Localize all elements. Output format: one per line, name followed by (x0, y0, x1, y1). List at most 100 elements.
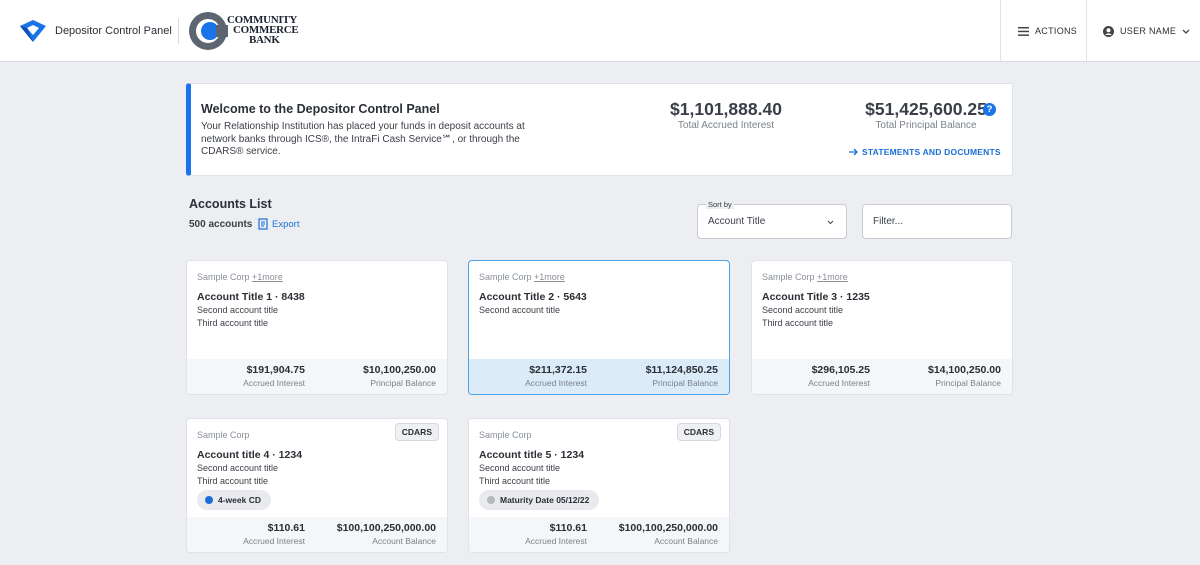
card-footer: $211,372.15 Accrued Interest $11,124,850.2… (469, 359, 729, 394)
account-subtitle: Third account title (762, 317, 834, 328)
card-footer: $110.61 Accrued Interest $100,100,250,000.… (469, 517, 729, 552)
account-card[interactable]: Sample Corp +1more Account Title 1 · 8438… (186, 260, 448, 395)
actions-button[interactable]: ACTIONS (1000, 0, 1086, 62)
account-owner: Sample Corp (479, 430, 532, 440)
app-logo (20, 20, 46, 42)
chevron-icon (1182, 29, 1190, 34)
bank-logo-line: COMMERCE (233, 24, 299, 36)
account-tag: 4-week CD (197, 490, 271, 510)
owner-name: Sample Corp (197, 430, 250, 440)
amount-value: $296,105.25 (811, 364, 870, 376)
user-icon (1103, 25, 1114, 37)
tag-text: 4-week CD (218, 495, 261, 505)
account-tag: Maturity Date 05/12/22 (479, 490, 600, 510)
account-title: Account title 4 · 1234 (197, 449, 303, 461)
amount-label: Principal Balance (652, 378, 718, 388)
amount-value: $191,904.75 (246, 364, 305, 376)
account-subtitle: Second account title (762, 305, 844, 315)
statements-link[interactable]: STATEMENTS AND DOCUMENTS (849, 147, 1001, 157)
account-subtitle: Second account title (479, 305, 561, 315)
account-card[interactable]: Sample Corp CDARS Account title 5 · 1234 Se… (468, 418, 730, 553)
more-owners-link[interactable]: +1more (534, 272, 565, 282)
total-principal: $51,425,600.25 Total Principal Balance (846, 99, 1006, 131)
bank-logo-line: COMMUNITY (227, 14, 298, 26)
account-subtitle: Third account title (197, 475, 269, 486)
card-footer: $191,904.75 Accrued Interest $10,100,250.0… (187, 359, 447, 394)
amount-value: $10,100,250.00 (363, 364, 436, 376)
export-label: Export (272, 218, 300, 230)
account-subtitle: Second account title (197, 305, 279, 315)
owner-name: Sample Corp (762, 272, 815, 282)
amount-label: Account Balance (654, 536, 718, 546)
accounts-count: 500 accounts (189, 219, 253, 230)
tag-dot (205, 496, 213, 504)
account-title: Account Title 1 · 8438 (197, 291, 305, 303)
amount-label: Accrued Interest (525, 378, 587, 388)
sort-label: Sort by (706, 200, 734, 209)
amount-value: $100,100,250,000.00 (618, 522, 718, 534)
link-label: STATEMENTS AND DOCUMENTS (862, 147, 1001, 157)
sort-select[interactable]: Account Title (697, 204, 847, 239)
account-subtitle: Second account title (479, 463, 561, 473)
amount-value: $110.61 (549, 522, 587, 534)
bank-logo-text: COMMUNITY COMMERCE BANK (227, 14, 299, 46)
account-card[interactable]: Sample Corp +1more Account Title 2 · 5643… (468, 260, 730, 395)
arrow-icon (849, 148, 858, 156)
account-title: Account Title 3 · 1235 (762, 291, 870, 303)
amount-value: $110.61 (267, 522, 305, 534)
program-badge: CDARS (394, 423, 439, 441)
account-owner: Sample Corp (197, 430, 250, 440)
owner-name: Sample Corp (197, 272, 250, 282)
export-icon (258, 218, 268, 230)
owner-name: Sample Corp (479, 430, 532, 440)
total-value: $1,101,888.40 (670, 99, 782, 119)
user-name: USER NAME (1120, 26, 1177, 36)
bank-logo-icon (189, 12, 228, 50)
tag-text: Maturity Date 05/12/22 (500, 495, 590, 505)
bank-logo-line: BANK (249, 34, 280, 46)
filter-input[interactable]: Filter... (862, 204, 1012, 239)
amount-label: Principal Balance (935, 378, 1001, 388)
account-owner: Sample Corp +1more (479, 272, 565, 282)
amount-label: Accrued Interest (243, 536, 305, 546)
welcome-body: Your Relationship Institution has placed… (201, 121, 525, 157)
filter-placeholder: Filter... (873, 216, 904, 227)
account-card[interactable]: Sample Corp CDARS Account title 4 · 1234 Se… (186, 418, 448, 553)
welcome-panel: Welcome to the Depositor Control Panel Y… (186, 83, 1013, 176)
amount-value: $100,100,250,000.00 (336, 522, 436, 534)
sort-value: Account Title (708, 216, 766, 227)
menu-icon (1018, 26, 1029, 36)
account-card[interactable]: Sample Corp +1more Account Title 3 · 1235… (751, 260, 1013, 395)
chevron-icon (827, 220, 834, 225)
amount-label: Principal Balance (370, 378, 436, 388)
header: Depositor Control Panel COMMUNITY COMMERC… (0, 0, 1200, 62)
account-owner: Sample Corp +1more (197, 272, 283, 282)
card-footer: $110.61 Accrued Interest $100,100,250,000.… (187, 517, 447, 552)
actions-label: ACTIONS (1035, 26, 1078, 36)
total-label: Total Principal Balance (875, 120, 977, 131)
welcome-title: Welcome to the Depositor Control Panel (201, 102, 440, 116)
more-owners-link[interactable]: +1more (252, 272, 283, 282)
app-name: Depositor Control Panel (55, 25, 172, 37)
total-label: Total Accrued Interest (677, 120, 775, 131)
more-owners-link[interactable]: +1more (817, 272, 848, 282)
account-title: Account title 5 · 1234 (479, 449, 585, 461)
program-badge: CDARS (676, 423, 721, 441)
account-subtitle: Second account title (197, 463, 279, 473)
account-subtitle: Third account title (197, 317, 269, 328)
amount-value: $14,100,250.00 (928, 364, 1001, 376)
total-interest: $1,101,888.40 Total Accrued Interest (661, 99, 791, 131)
amount-value: $11,124,850.25 (645, 364, 718, 376)
account-subtitle: Third account title (479, 475, 551, 486)
account-title: Account Title 2 · 5643 (479, 291, 587, 303)
account-owner: Sample Corp +1more (762, 272, 848, 282)
user-menu[interactable]: USER NAME (1086, 0, 1200, 62)
help-icon[interactable]: ? (983, 103, 996, 116)
amount-label: Account Balance (372, 536, 436, 546)
export-button[interactable]: Export (258, 218, 299, 230)
accounts-title: Accounts List (189, 197, 272, 211)
amount-label: Accrued Interest (243, 378, 305, 388)
amount-label: Accrued Interest (808, 378, 870, 388)
